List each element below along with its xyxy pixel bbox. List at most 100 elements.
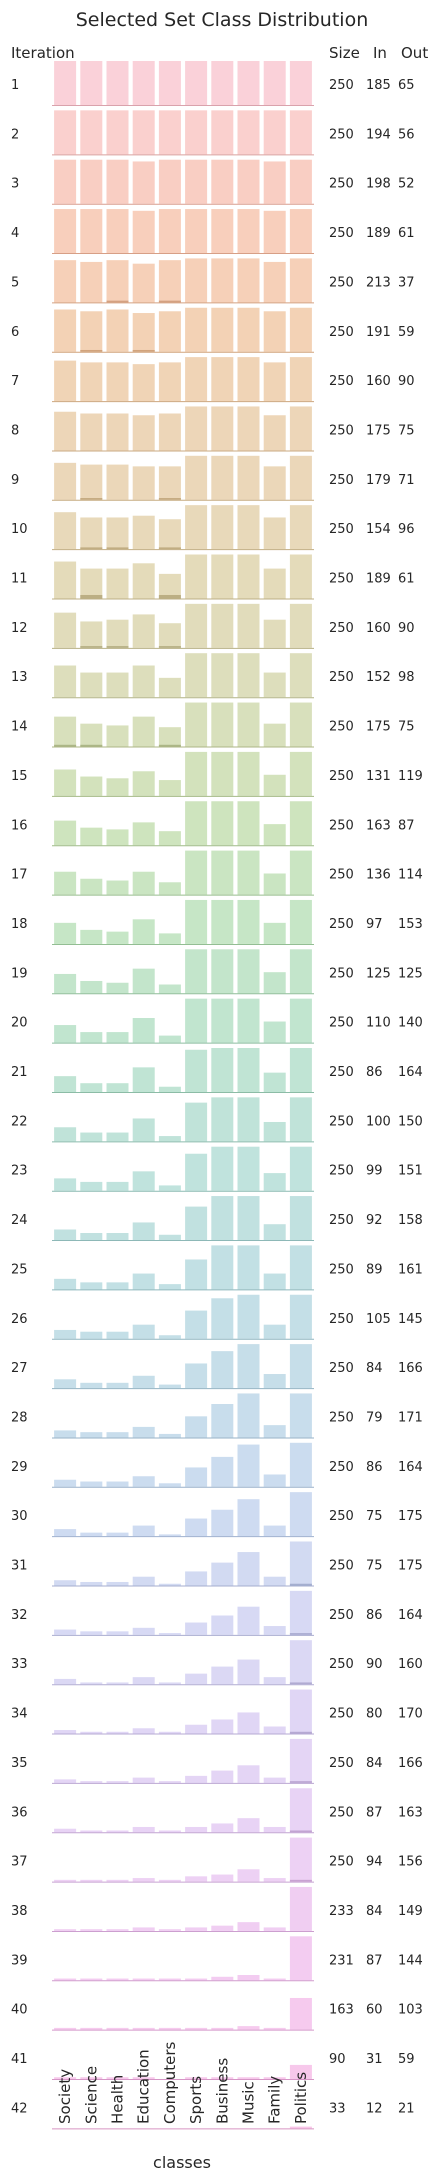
bar-out	[54, 110, 77, 155]
bar-out	[237, 1922, 260, 1931]
bar-out	[263, 1173, 286, 1191]
bar-out	[106, 1631, 129, 1635]
iteration-label: 23	[11, 1164, 28, 1179]
bar-out	[80, 517, 103, 550]
bar-out	[132, 364, 155, 402]
bar-out	[289, 850, 312, 895]
bar-in	[158, 498, 181, 500]
out-value: 52	[398, 177, 415, 192]
bar-out	[54, 1879, 77, 1882]
bar-out	[263, 261, 286, 303]
bar-out	[211, 899, 234, 944]
iteration-label: 14	[11, 720, 28, 735]
in-value: 191	[366, 325, 391, 340]
bar-out	[106, 1978, 129, 1981]
size-value: 90	[329, 2052, 346, 2067]
iteration-row: 15 250 131 119	[11, 751, 423, 797]
bar-in	[289, 1633, 312, 1635]
bar-out	[211, 1146, 234, 1191]
iteration-row: 20 250 110 140	[11, 998, 423, 1044]
size-value: 250	[329, 1707, 354, 1722]
iteration-label: 35	[11, 1756, 28, 1771]
bar-out	[185, 949, 208, 994]
size-value: 250	[329, 1312, 354, 1327]
bar-out	[106, 413, 129, 451]
bar-out	[263, 1726, 286, 1734]
x-tick-label: Education	[135, 2049, 153, 2124]
bar-out	[185, 159, 208, 204]
bar-out	[185, 1363, 208, 1389]
out-value: 103	[398, 2003, 423, 2018]
iteration-label: 22	[11, 1114, 28, 1129]
iteration-label: 30	[11, 1509, 28, 1524]
bar-out	[185, 1826, 208, 1833]
out-value: 175	[398, 1559, 423, 1574]
in-value: 189	[366, 572, 391, 587]
iteration-row: 30 250 75 175	[11, 1492, 423, 1538]
in-value: 86	[366, 1460, 383, 1475]
iteration-label: 12	[11, 621, 28, 636]
bar-out	[106, 2077, 129, 2079]
bar-out	[80, 1879, 103, 1882]
bar-out	[54, 561, 77, 599]
bar-out	[185, 1978, 208, 1981]
bar-out	[106, 61, 129, 105]
bar-out	[158, 1978, 181, 1981]
bar-out	[211, 1097, 234, 1142]
bar-out	[80, 1532, 103, 1537]
bar-out	[185, 801, 208, 846]
size-value: 250	[329, 720, 354, 735]
bar-out	[185, 455, 208, 500]
bar-out	[263, 568, 286, 599]
out-value: 144	[398, 1953, 423, 1968]
bar-out	[263, 61, 286, 105]
bar-out	[237, 357, 260, 402]
out-value: 161	[398, 1262, 423, 1277]
bar-out	[132, 771, 155, 796]
bar-out	[185, 850, 208, 895]
bar-out	[132, 871, 155, 895]
bar-out	[54, 1025, 77, 1043]
bar-out	[185, 1518, 208, 1537]
bar-out	[54, 61, 77, 105]
bar-in	[289, 1781, 312, 1783]
in-value: 86	[366, 1608, 383, 1623]
size-value: 250	[329, 1608, 354, 1623]
size-column-header: Size	[329, 44, 360, 62]
bar-out	[237, 1552, 260, 1586]
bar-out	[106, 1132, 129, 1142]
bar-out	[211, 2077, 234, 2079]
bar-out	[289, 505, 312, 550]
bar-out	[54, 2027, 77, 2030]
bar-in	[80, 646, 103, 648]
bar-out	[106, 568, 129, 599]
bar-out	[237, 653, 260, 698]
bar-in	[289, 1583, 312, 1586]
bar-out	[54, 1529, 77, 1537]
bar-out	[289, 751, 312, 796]
bar-out	[211, 1925, 234, 1931]
in-value: 110	[366, 1016, 391, 1031]
in-value: 84	[366, 1756, 383, 1771]
out-value: 75	[398, 720, 415, 735]
bar-out	[185, 603, 208, 648]
out-value: 156	[398, 1855, 423, 1870]
bar-out	[237, 455, 260, 500]
bar-out	[263, 619, 286, 648]
bar-in	[106, 547, 129, 550]
bar-out	[237, 406, 260, 451]
bar-out	[106, 517, 129, 550]
bar-out	[158, 1483, 181, 1487]
bar-out	[237, 209, 260, 254]
bar-out	[289, 1344, 312, 1389]
iteration-row: 32 250 86 164	[11, 1590, 423, 1636]
bar-out	[80, 61, 103, 105]
x-tick-label: Computers	[161, 2041, 179, 2124]
size-value: 250	[329, 1805, 354, 1820]
bar-out	[80, 1331, 103, 1339]
bar-out	[106, 159, 129, 204]
y-axis-label: Iteration	[11, 44, 75, 62]
out-value: 151	[398, 1164, 423, 1179]
bar-out	[80, 209, 103, 254]
bar-out	[211, 1874, 234, 1882]
